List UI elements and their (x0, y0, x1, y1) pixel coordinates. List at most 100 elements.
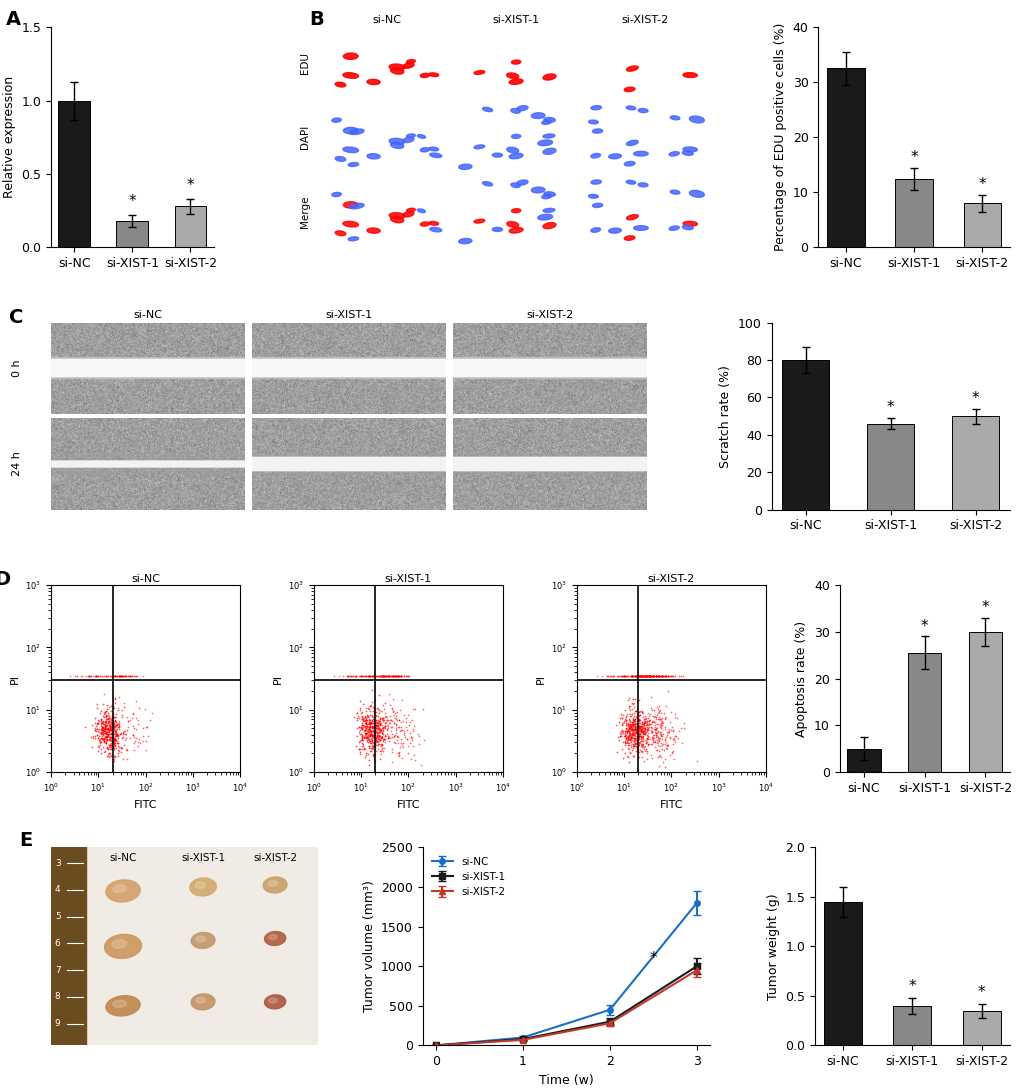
Point (344, 668, 361, 685)
Point (620, 738, 636, 756)
Point (104, 729, 120, 746)
Point (376, 668, 392, 685)
Point (619, 729, 635, 746)
Point (637, 668, 653, 685)
Point (387, 668, 404, 685)
Point (639, 668, 655, 685)
Point (634, 668, 650, 685)
Point (638, 721, 654, 738)
Point (621, 711, 637, 729)
Ellipse shape (508, 228, 523, 233)
Point (97, 721, 113, 738)
Point (107, 708, 123, 725)
Point (111, 738, 127, 756)
Point (102, 713, 118, 731)
Point (639, 668, 655, 685)
Point (369, 668, 385, 685)
Point (366, 729, 382, 746)
Y-axis label: Percentage of EDU positive cells (%): Percentage of EDU positive cells (%) (773, 23, 787, 252)
Point (111, 668, 127, 685)
Point (647, 709, 663, 726)
Point (113, 707, 129, 724)
Point (644, 734, 660, 751)
Point (667, 727, 684, 745)
Point (648, 732, 664, 749)
Point (94, 719, 110, 736)
Point (623, 742, 639, 759)
Point (98, 708, 114, 725)
Point (657, 668, 674, 685)
Point (88, 668, 104, 685)
Point (359, 717, 375, 734)
Point (99, 739, 115, 757)
Point (373, 668, 389, 685)
Point (368, 668, 384, 685)
Point (91, 721, 107, 738)
Point (104, 668, 120, 685)
Point (372, 727, 388, 745)
Point (361, 738, 377, 756)
Point (626, 712, 642, 730)
Point (386, 734, 403, 751)
Point (616, 722, 633, 739)
Point (621, 741, 637, 758)
Point (644, 668, 660, 685)
Point (627, 668, 643, 685)
Point (623, 719, 639, 736)
Point (640, 715, 656, 733)
Point (643, 723, 659, 741)
Point (671, 668, 687, 685)
Point (638, 714, 654, 732)
Point (393, 668, 410, 685)
Point (367, 745, 383, 762)
Point (624, 696, 640, 713)
Point (372, 720, 388, 737)
Point (388, 727, 405, 745)
Point (338, 668, 355, 685)
Ellipse shape (417, 135, 425, 138)
Point (635, 725, 651, 743)
Point (375, 711, 391, 729)
Point (652, 719, 668, 736)
Point (110, 737, 126, 755)
Title: si-XIST-1: si-XIST-1 (492, 15, 539, 25)
Point (624, 668, 640, 685)
Point (374, 719, 390, 736)
Point (657, 668, 674, 685)
Point (362, 719, 378, 736)
Point (94, 723, 110, 741)
Point (106, 730, 122, 747)
Point (669, 722, 686, 739)
Point (119, 719, 136, 736)
Point (632, 726, 648, 744)
Text: *: * (909, 150, 917, 164)
Point (106, 735, 122, 752)
Point (625, 712, 641, 730)
Point (638, 719, 654, 736)
Point (360, 723, 376, 741)
Ellipse shape (588, 195, 598, 198)
Point (93, 720, 109, 737)
Ellipse shape (420, 148, 429, 151)
Point (643, 668, 659, 685)
Point (87, 668, 103, 685)
Point (101, 709, 117, 726)
Point (378, 668, 394, 685)
Point (118, 750, 135, 768)
Point (616, 719, 633, 736)
Point (401, 734, 418, 751)
Point (657, 668, 674, 685)
Point (630, 719, 646, 736)
Point (354, 721, 370, 738)
Point (633, 730, 649, 747)
Point (357, 719, 373, 736)
Point (622, 718, 638, 735)
Point (377, 668, 393, 685)
Bar (58, 100, 91, 247)
Point (108, 668, 124, 685)
Point (330, 668, 346, 685)
Point (368, 717, 384, 734)
Point (100, 709, 116, 726)
Point (96, 730, 112, 747)
Point (351, 709, 367, 726)
